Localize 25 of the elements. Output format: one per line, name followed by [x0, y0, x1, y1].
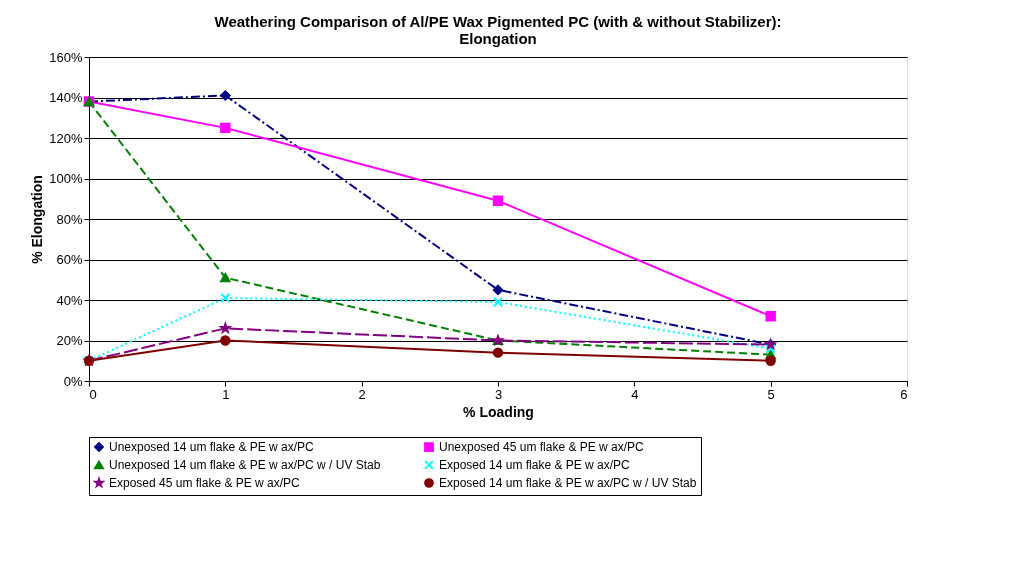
- legend-label: Unexposed 14 um flake & PE w ax/PC: [109, 440, 315, 455]
- y-tick-label: 40%: [56, 292, 83, 308]
- legend-label: Exposed 14 um flake & PE w ax/PC: [439, 458, 631, 472]
- chart-title: Weathering Comparison of Al/PE Wax Pigmented PC (with & without Stabilizer): Elongation: [214, 13, 782, 47]
- legend-label: Exposed 45 um flake & PE w ax/PC: [109, 476, 301, 490]
- y-tick-label: 100%: [49, 171, 83, 186]
- y-axis-title: % Elongation: [29, 175, 46, 264]
- y-tick-label: 160%: [49, 49, 83, 65]
- x-axis-title: % Loading: [463, 403, 534, 420]
- y-tick-label: 20%: [56, 333, 83, 348]
- y-tick-label: 80%: [56, 211, 83, 227]
- y-tick-label: 140%: [49, 90, 83, 105]
- legend-label: Unexposed 45 um flake & PE w ax/PC: [439, 440, 645, 455]
- y-tick-label: 60%: [56, 252, 83, 267]
- x-tick-label: 4: [631, 386, 639, 402]
- legend-label: Exposed 14 um flake & PE w ax/PC w / UV Stab: [439, 476, 697, 490]
- y-tick-label: 120%: [49, 130, 83, 146]
- x-tick-label: 6: [900, 386, 908, 402]
- y-tick-label: 0%: [63, 373, 83, 389]
- x-tick-label: 5: [767, 386, 775, 402]
- x-tick-label: 1: [222, 386, 230, 402]
- x-tick-label: 0: [89, 386, 97, 402]
- legend-label: Unexposed 14 um flake & PE w ax/PC w / UV Stab: [109, 458, 381, 472]
- x-tick-label: 2: [358, 386, 366, 402]
- x-tick-label: 3: [494, 386, 503, 402]
